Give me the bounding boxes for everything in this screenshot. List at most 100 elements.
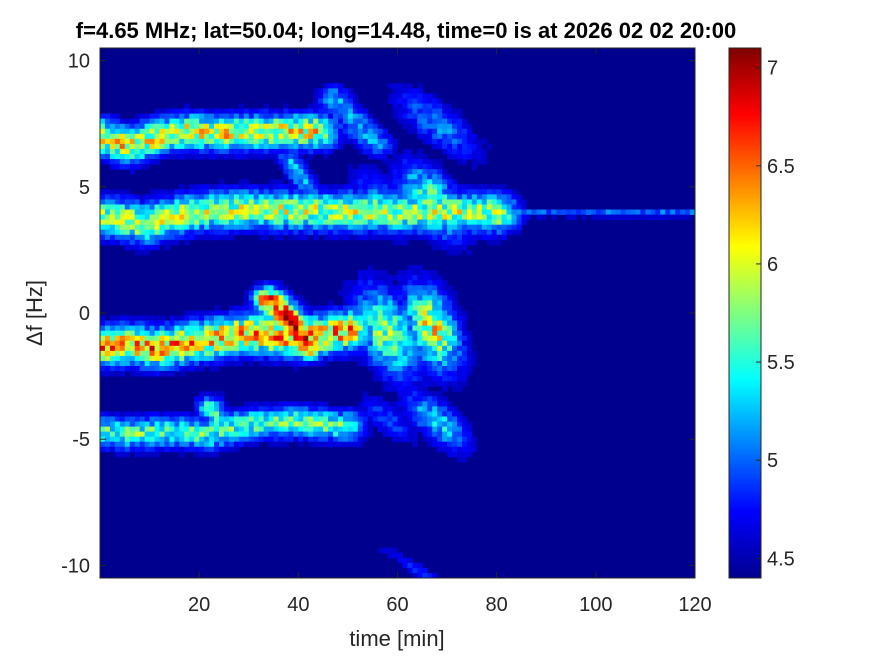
- heatmap-cell: [223, 229, 230, 236]
- heatmap-cell: [268, 280, 274, 286]
- heatmap-cell: [179, 128, 185, 135]
- heatmap-cell: [392, 88, 398, 94]
- heatmap-cell: [298, 436, 304, 443]
- heatmap-cell: [496, 224, 503, 231]
- heatmap-cell: [164, 234, 170, 241]
- heatmap-cell: [407, 189, 413, 195]
- heatmap-cell: [129, 219, 136, 226]
- heatmap-cell: [114, 209, 121, 215]
- heatmap-cell: [392, 159, 398, 165]
- heatmap-cell: [447, 154, 453, 160]
- heatmap-cell: [397, 184, 403, 190]
- heatmap-cell: [352, 325, 359, 332]
- heatmap-cell: [407, 401, 413, 407]
- heatmap-cell: [144, 209, 150, 215]
- heatmap-cell: [377, 179, 384, 185]
- heatmap-cell: [288, 194, 294, 200]
- heatmap-cell: [442, 350, 448, 357]
- heatmap-cell: [352, 209, 359, 215]
- heatmap-cell: [323, 189, 329, 195]
- heatmap-cell: [154, 234, 160, 241]
- heatmap-cell: [447, 340, 453, 347]
- heatmap-cell: [422, 133, 428, 140]
- heatmap-cell: [288, 360, 294, 367]
- heatmap-cell: [308, 179, 314, 185]
- heatmap-cell: [432, 325, 438, 332]
- heatmap-cell: [422, 325, 428, 332]
- heatmap-cell: [204, 446, 210, 453]
- heatmap-cell: [283, 224, 289, 231]
- heatmap-cell: [233, 148, 240, 155]
- heatmap-cell: [278, 128, 284, 135]
- heatmap-cell: [402, 366, 408, 372]
- heatmap-cell: [139, 214, 146, 221]
- heatmap-cell: [447, 138, 453, 145]
- heatmap-cell: [209, 426, 215, 433]
- heatmap-cell: [447, 118, 453, 125]
- heatmap-cell: [288, 199, 294, 205]
- heatmap-cell: [298, 330, 304, 337]
- heatmap-cell: [313, 189, 319, 195]
- heatmap-cell: [134, 451, 141, 458]
- heatmap-cell: [223, 360, 230, 367]
- heatmap-cell: [189, 224, 195, 231]
- heatmap-cell: [427, 169, 433, 175]
- heatmap-cell: [248, 345, 255, 352]
- heatmap-cell: [402, 169, 408, 175]
- heatmap-cell: [392, 350, 398, 357]
- heatmap-cell: [204, 113, 210, 120]
- heatmap-cell: [298, 234, 304, 241]
- x-tick-label: 80: [486, 594, 508, 616]
- heatmap-cell: [407, 234, 413, 241]
- heatmap-cell: [100, 315, 106, 321]
- heatmap-cell: [338, 431, 344, 438]
- heatmap-cell: [382, 325, 388, 332]
- heatmap-cell: [402, 204, 408, 210]
- heatmap-cell: [427, 406, 433, 412]
- heatmap-cell: [457, 416, 463, 422]
- heatmap-cell: [263, 209, 269, 215]
- heatmap-cell: [402, 396, 408, 402]
- heatmap-cell: [367, 128, 374, 135]
- heatmap-cell: [303, 330, 309, 337]
- heatmap-cell: [278, 426, 284, 433]
- heatmap-cell: [219, 391, 225, 397]
- heatmap-cell: [209, 416, 215, 422]
- heatmap-cell: [407, 184, 413, 190]
- heatmap-cell: [169, 199, 175, 205]
- heatmap-cell: [387, 335, 393, 342]
- heatmap-cell: [104, 224, 111, 231]
- heatmap-cell: [318, 310, 324, 316]
- heatmap-cell: [273, 179, 279, 185]
- heatmap-cell: [129, 360, 136, 367]
- heatmap-cell: [154, 411, 160, 417]
- heatmap-cell: [486, 229, 493, 236]
- heatmap-cell: [119, 446, 126, 453]
- heatmap-cell: [169, 355, 175, 362]
- heatmap-cell: [377, 290, 384, 296]
- heatmap-cell: [333, 219, 339, 226]
- heatmap-cell: [204, 199, 210, 205]
- heatmap-cell: [134, 209, 141, 215]
- heatmap-cell: [437, 315, 443, 321]
- heatmap-cell: [432, 174, 438, 180]
- heatmap-cell: [199, 154, 205, 160]
- heatmap-cell: [362, 194, 369, 200]
- heatmap-cell: [461, 441, 468, 448]
- heatmap-cell: [124, 219, 131, 226]
- heatmap-cell: [457, 421, 463, 427]
- heatmap-cell: [422, 214, 428, 221]
- heatmap-cell: [159, 335, 165, 342]
- heatmap-cell: [422, 340, 428, 347]
- heatmap-cell: [159, 209, 165, 215]
- heatmap-cell: [184, 224, 190, 231]
- heatmap-cell: [308, 320, 314, 327]
- heatmap-cell: [476, 204, 483, 210]
- heatmap-cell: [427, 138, 433, 145]
- heatmap-cell: [328, 103, 334, 109]
- heatmap-cell: [521, 209, 527, 215]
- heatmap-cell: [149, 325, 155, 332]
- heatmap-cell: [268, 315, 274, 321]
- heatmap-cell: [308, 189, 314, 195]
- heatmap-cell: [144, 214, 150, 221]
